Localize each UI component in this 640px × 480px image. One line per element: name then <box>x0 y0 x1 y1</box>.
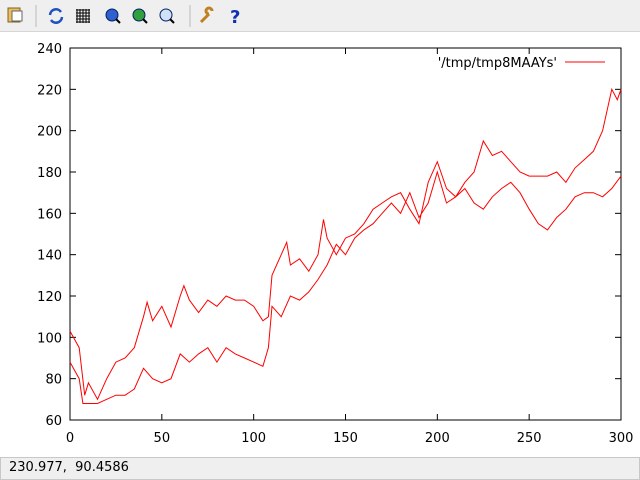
x-tick-label: 100 <box>241 431 266 446</box>
x-tick-label: 200 <box>425 431 450 446</box>
legend-label: '/tmp/tmp8MAAYs' <box>438 56 557 71</box>
y-tick-label: 120 <box>37 290 62 305</box>
toolbar: ? <box>0 0 640 32</box>
chart: 60 80 100 120 140 160 180 200 220 240 0 50 100 150 200… <box>37 42 634 446</box>
y-tick-label: 200 <box>37 125 62 140</box>
y-tick-label: 220 <box>37 83 62 98</box>
x-tick-label: 0 <box>66 431 74 446</box>
y-tick-label: 140 <box>37 249 62 264</box>
help-button[interactable]: ? <box>230 7 240 28</box>
y-tick-label: 160 <box>37 207 62 222</box>
x-tick-label: 250 <box>517 431 542 446</box>
data-line <box>69 87 622 404</box>
y-tick-label: 240 <box>37 42 62 57</box>
x-tick-label: 300 <box>609 431 634 446</box>
plot-border <box>69 47 622 421</box>
autoscale-button[interactable] <box>159 8 175 24</box>
x-tick-label: 150 <box>333 431 358 446</box>
y-tick-label: 180 <box>37 166 62 181</box>
zoom-prev-button[interactable] <box>105 8 121 24</box>
settings-button[interactable] <box>199 6 214 24</box>
copy-button[interactable] <box>7 7 23 23</box>
zoom-next-button[interactable] <box>132 8 148 24</box>
status-text: 230.977, 90.4586 <box>9 460 129 475</box>
replot-button[interactable] <box>48 8 64 24</box>
status-bar: 230.977, 90.4586 <box>0 457 640 480</box>
x-tick-label: 50 <box>154 431 171 446</box>
y-tick-label: 80 <box>45 373 62 388</box>
grid-button[interactable] <box>76 9 90 23</box>
y-tick-label: 60 <box>45 414 62 429</box>
svg-text:?: ? <box>230 7 240 28</box>
y-tick-label: 100 <box>37 331 62 346</box>
